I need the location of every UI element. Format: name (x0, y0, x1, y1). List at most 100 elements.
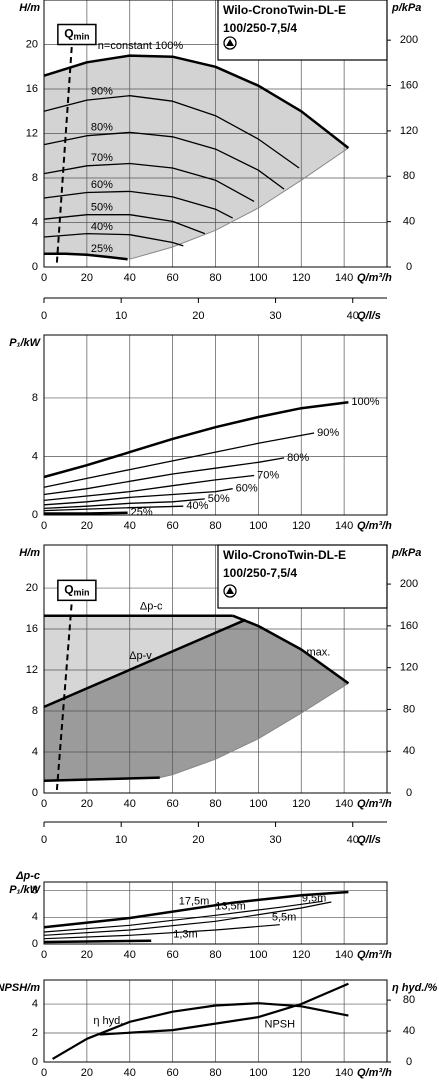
y-tick-label: 16 (26, 83, 38, 95)
y2-tick-label: 80 (403, 703, 415, 715)
qmin-box (57, 579, 97, 602)
x-tick-label: 20 (81, 798, 93, 810)
x-axis-label: Q/m³/h (357, 272, 392, 284)
x-axis-label: Q/m³/h (357, 949, 392, 961)
x-tick-label: 100 (249, 798, 267, 810)
curve (43, 190, 233, 219)
title-line: Wilo-CronoTwin-DL-E (223, 548, 346, 562)
y-tick-label: 8 (32, 705, 38, 717)
curve (43, 939, 152, 944)
x-tick-label: 140 (335, 520, 353, 532)
y-tick-label: 2 (32, 1027, 38, 1039)
title-line: Wilo-CronoTwin-DL-E (223, 3, 346, 17)
y-tick-label: 12 (26, 127, 38, 139)
x-tick-label: 120 (292, 798, 310, 810)
x-tick-label: 140 (335, 1067, 353, 1079)
x-tick-label: 80 (209, 520, 221, 532)
curve-label: 80% (287, 452, 309, 464)
curve-label: 60% (236, 483, 258, 495)
x2-axis-label: Q/l/s (357, 310, 381, 322)
x-tick-label: 80 (209, 1067, 221, 1079)
variable-range (44, 619, 349, 781)
curve (43, 505, 184, 512)
y2-tick-label: 160 (400, 620, 418, 632)
y-tick-label: 0 (32, 787, 38, 799)
logo-mark (226, 587, 234, 594)
curve-label: 40% (186, 500, 208, 512)
x-tick-label: 20 (81, 272, 93, 284)
curve (43, 488, 233, 506)
y2-tick-label: 160 (400, 79, 418, 91)
x-axis-label: Q/m³/h (357, 520, 392, 532)
y2-axis-label: p/kPa (391, 2, 421, 14)
title-line: 100/250-7,5/4 (223, 21, 297, 35)
curve (43, 54, 350, 149)
x-tick-label: 80 (209, 949, 221, 961)
x-tick-label: 120 (292, 272, 310, 284)
x-tick-label: 140 (335, 272, 353, 284)
qmin-sub: min (74, 588, 90, 598)
x-tick-label: 100 (249, 520, 267, 532)
x-tick-label: 60 (167, 520, 179, 532)
curve (43, 901, 332, 936)
qmin-label: Qmin (64, 27, 89, 42)
x-tick-label: 120 (292, 1067, 310, 1079)
x-tick-label: 60 (167, 798, 179, 810)
x-tick-label: 40 (124, 949, 136, 961)
x-tick-label: 20 (81, 520, 93, 532)
curve-label: 25% (131, 507, 153, 519)
x-tick-label: 100 (249, 949, 267, 961)
curve (232, 614, 350, 685)
x-tick-label: 60 (167, 1067, 179, 1079)
x-tick-label: 120 (292, 949, 310, 961)
x-tick-label: 100 (249, 272, 267, 284)
y-tick-label: 0 (32, 1056, 38, 1068)
y2-tick-label: 80 (403, 994, 415, 1006)
x-tick-label: 120 (292, 520, 310, 532)
curve (43, 232, 184, 247)
curve-label: 90% (91, 85, 113, 97)
y2-tick-label: 0 (406, 1056, 412, 1068)
curve-label: 1,3m (173, 929, 197, 941)
curve (43, 890, 349, 929)
x-axis-label: Q/m³/h (357, 1067, 392, 1079)
title-line: 100/250-7,5/4 (223, 566, 297, 580)
x-tick-label: 20 (81, 1067, 93, 1079)
y-tick-label: 20 (26, 582, 38, 594)
y-axis-label: P₁/kW (9, 337, 41, 349)
x-tick-label: 0 (41, 520, 47, 532)
x-tick-label: 80 (209, 798, 221, 810)
y-tick-label: 20 (26, 38, 38, 50)
x-tick-label: 0 (41, 272, 47, 284)
y2-tick-label: 120 (400, 662, 418, 674)
x-tick-label: 140 (335, 949, 353, 961)
x2-tick-label: 30 (269, 310, 281, 322)
plot-frame (43, 881, 388, 945)
x-tick-label: 100 (249, 1067, 267, 1079)
curve (44, 252, 128, 261)
qmin-main: Q (64, 27, 73, 41)
x2-tick-label: 40 (347, 834, 359, 846)
qmin-sub: min (74, 32, 90, 42)
y2-tick-label: 40 (403, 745, 415, 757)
curve-label: n=constant 100% (98, 40, 184, 52)
x2-tick-label: 20 (192, 834, 204, 846)
curve (43, 162, 255, 202)
y-axis-label: H/m (19, 2, 40, 14)
y-tick-label: 8 (32, 392, 38, 404)
curve-label: max. (306, 647, 330, 659)
operating-range (44, 55, 349, 260)
x-tick-label: 40 (124, 520, 136, 532)
x-tick-label: 0 (41, 949, 47, 961)
x2-tick-label: 20 (192, 310, 204, 322)
x-tick-label: 60 (167, 949, 179, 961)
y2-tick-label: 40 (403, 216, 415, 228)
y2-tick-label: 40 (403, 1025, 415, 1037)
curve-label: 17,5m (179, 895, 210, 907)
x2-tick-label: 10 (115, 310, 127, 322)
x2-tick-label: 30 (269, 834, 281, 846)
y-axis-label: NPSH/m (0, 982, 40, 994)
x-tick-label: 140 (335, 798, 353, 810)
qmin-line (55, 44, 73, 263)
curve-label: Δp-v (129, 650, 152, 662)
